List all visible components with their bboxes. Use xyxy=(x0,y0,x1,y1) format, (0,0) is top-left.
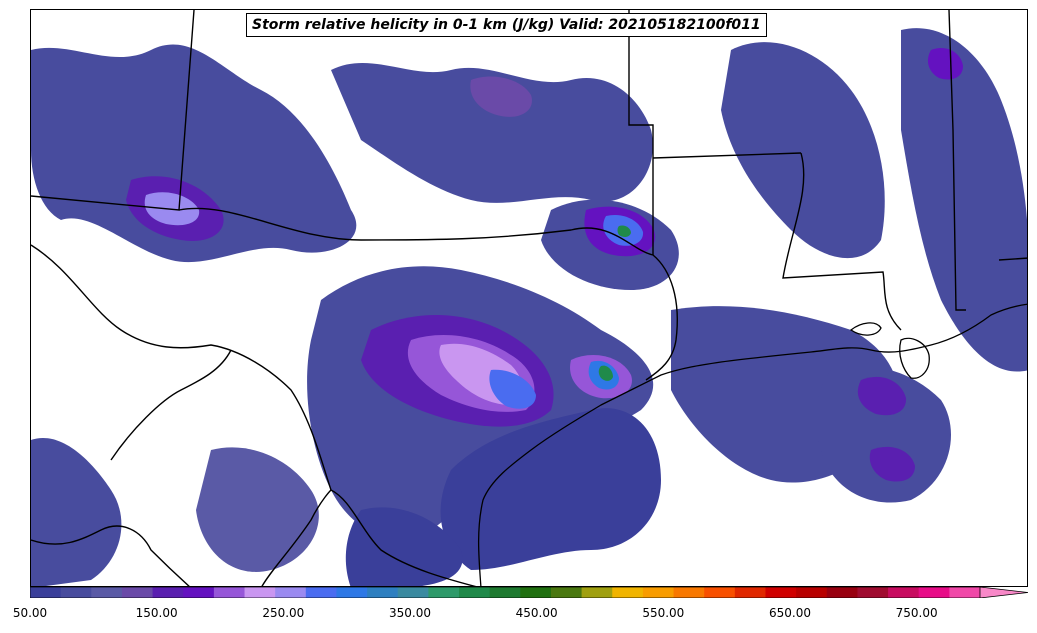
coastline xyxy=(477,303,1027,586)
colorbar-segment xyxy=(213,587,246,598)
contour-northwest xyxy=(31,44,357,263)
colorbar-segment xyxy=(30,587,62,598)
colorbar-segment xyxy=(826,587,859,598)
colorbar-extend-arrow xyxy=(979,587,1028,598)
core-north-east xyxy=(927,47,963,80)
colorbar-tick-label: 350.00 xyxy=(389,606,431,620)
colorbar-segment xyxy=(520,587,552,598)
colorbar-segment xyxy=(734,587,767,598)
core-louisiana xyxy=(857,376,907,416)
colorbar-segment xyxy=(612,587,644,598)
colorbar-segment xyxy=(489,587,521,598)
map-panel xyxy=(30,9,1028,587)
helicity-contours xyxy=(31,28,1027,586)
coastline-delta xyxy=(899,337,930,379)
colorbar-tick-label: 750.00 xyxy=(895,606,938,620)
boundary-louisiana-west xyxy=(645,254,678,381)
boundary-mississippi-alabama xyxy=(948,10,966,311)
colorbar-segment xyxy=(765,587,797,598)
contour-south-mexico xyxy=(196,447,319,572)
map-title: Storm relative helicity in 0-1 km (J/kg)… xyxy=(246,13,767,37)
colorbar-tick-label: 650.00 xyxy=(769,606,811,620)
colorbar-tick-label: 450.00 xyxy=(515,606,558,620)
colorbar-segment xyxy=(305,587,338,598)
colorbar-segment xyxy=(121,587,154,598)
colorbar-tick-label: 50.00 xyxy=(12,606,48,620)
colorbar-segment xyxy=(918,587,950,598)
boundary-alabama-georgia xyxy=(998,257,1027,261)
colorbar-segment xyxy=(275,587,307,598)
colorbar-segment xyxy=(642,587,675,598)
colorbar xyxy=(30,587,1028,598)
contour-southwest xyxy=(31,438,122,586)
colorbar-segment xyxy=(888,587,920,598)
core-arklatex-center xyxy=(617,225,631,238)
colorbar-segment xyxy=(152,587,184,598)
colorbar-segment xyxy=(459,587,491,598)
contour-mississippi xyxy=(721,42,885,259)
boundary-mexico-states xyxy=(31,525,190,586)
colorbar-tick-label: 250.00 xyxy=(262,606,305,620)
colorbar-segment xyxy=(673,587,705,598)
contour-southeast-gulf xyxy=(815,366,951,503)
coastline-texas xyxy=(477,361,722,586)
helicity-cores xyxy=(126,47,963,482)
colorbar-segment xyxy=(857,587,889,598)
colorbar-segment xyxy=(336,587,368,598)
boundary-arkansas-south xyxy=(652,152,802,159)
contour-gulf xyxy=(440,408,661,570)
colorbar-segment xyxy=(581,587,613,598)
colorbar-segment xyxy=(367,587,399,598)
contour-east xyxy=(901,28,1027,372)
boundary-texas-oklahoma xyxy=(178,207,654,256)
colorbar-segment xyxy=(60,587,92,598)
colorbar-segment xyxy=(796,587,828,598)
core-central-texas-peak xyxy=(489,369,536,409)
colorbar-segment xyxy=(704,587,736,598)
boundary-arkansas-west xyxy=(628,10,654,255)
boundary-mississippi-river xyxy=(782,152,902,331)
colorbar-segment xyxy=(397,587,429,598)
helicity-field-map xyxy=(31,10,1027,586)
colorbar-segment xyxy=(550,587,583,598)
boundary-mexico-south xyxy=(261,489,332,586)
state-boundaries xyxy=(31,10,1027,586)
boundary-rio-grande xyxy=(31,244,477,586)
colorbar-tick-label: 150.00 xyxy=(135,606,178,620)
core-oklahoma xyxy=(470,76,532,117)
colorbar-segment xyxy=(183,587,215,598)
contour-north-central xyxy=(331,62,653,203)
contour-rio-grande xyxy=(345,507,463,586)
colorbar-segment xyxy=(428,587,460,598)
core-houston-center xyxy=(598,365,613,381)
core-gulf-east xyxy=(869,446,915,482)
boundary-mexico-inner xyxy=(110,349,232,461)
coastline-louisiana xyxy=(720,303,1027,363)
colorbar-segment xyxy=(244,587,276,598)
colorbar-tick-label: 550.00 xyxy=(642,606,685,620)
colorbar-segment xyxy=(949,587,981,598)
colorbar-segment xyxy=(91,587,123,598)
coastline-bays xyxy=(849,322,882,336)
